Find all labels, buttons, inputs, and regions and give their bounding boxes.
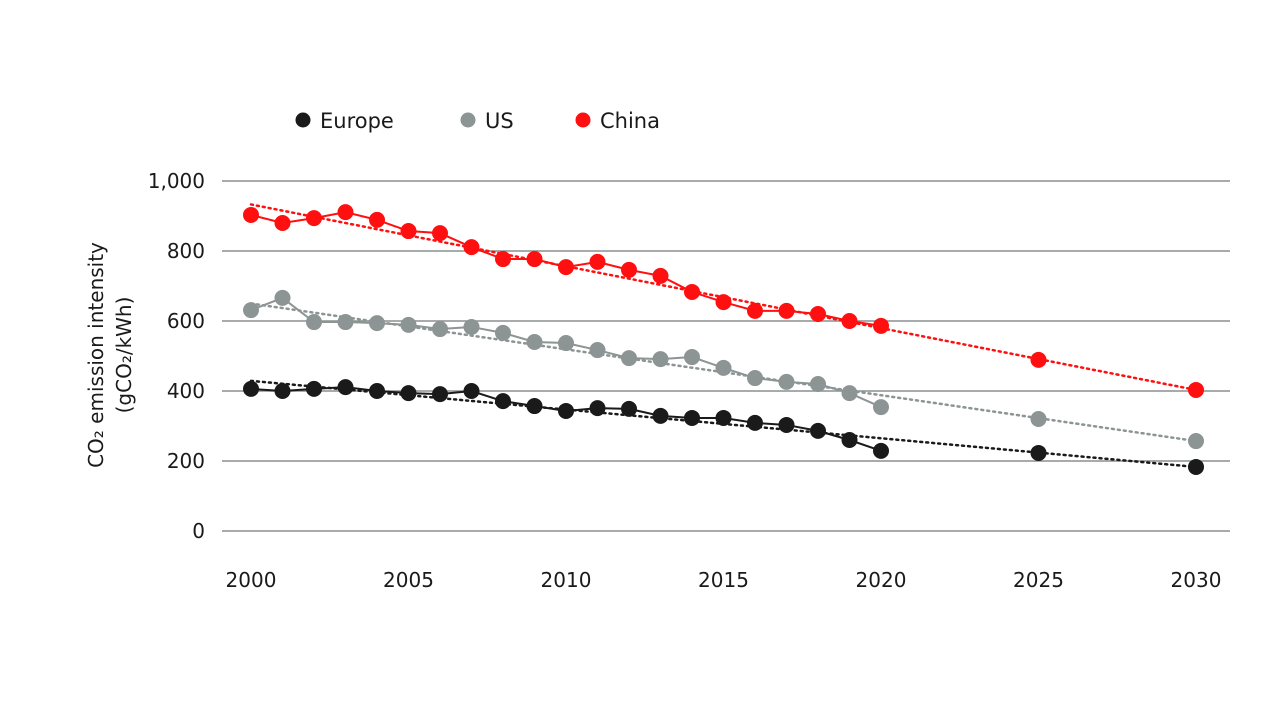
legend-label-china: China [600, 109, 660, 133]
legend: Europe US China [295, 109, 660, 133]
data-point-us-2020 [873, 399, 889, 416]
y-axis-label-line1: CO₂ emission intensity [84, 242, 108, 468]
series-group [243, 203, 1204, 475]
data-point-china-2007 [463, 239, 480, 256]
data-point-china-2003 [337, 204, 354, 221]
data-point-china-2002 [306, 210, 322, 227]
projection-point-us-2030 [1188, 433, 1204, 450]
y-tick-label: 400 [167, 379, 205, 403]
data-point-us-2011 [589, 342, 606, 359]
projection-point-china-2025 [1030, 351, 1047, 368]
data-point-us-2007 [463, 318, 480, 335]
data-point-europe-2011 [589, 400, 606, 417]
data-point-us-2002 [306, 314, 322, 331]
series-us [243, 289, 1204, 450]
x-tick-label: 2010 [541, 568, 592, 592]
data-point-europe-2003 [337, 379, 354, 396]
y-tick-label: 800 [167, 239, 205, 263]
data-point-us-2019 [841, 385, 858, 402]
data-point-china-2020 [873, 317, 889, 334]
data-point-europe-2010 [558, 402, 574, 419]
data-point-china-2001 [274, 215, 291, 231]
data-point-europe-2018 [810, 422, 826, 439]
legend-label-us: US [485, 109, 514, 133]
data-point-us-2016 [747, 370, 763, 387]
data-point-europe-2019 [841, 432, 858, 448]
y-axis-ticks: 0 200 400 600 800 1,000 [148, 169, 205, 543]
data-point-europe-2001 [274, 383, 291, 399]
data-point-china-2019 [841, 313, 858, 329]
y-tick-label: 200 [167, 449, 205, 473]
data-point-europe-2012 [621, 400, 637, 417]
data-point-china-2017 [778, 302, 795, 319]
data-point-us-2009 [526, 334, 543, 350]
legend-marker-europe [295, 112, 311, 128]
data-point-china-2004 [369, 211, 385, 228]
data-point-us-2012 [621, 350, 637, 367]
x-axis-ticks: 2000 2005 2010 2015 2020 2025 2030 [226, 568, 1222, 592]
projection-point-china-2030 [1188, 381, 1204, 398]
legend-label-europe: Europe [320, 109, 394, 133]
data-point-china-2009 [526, 251, 543, 268]
data-point-europe-2008 [495, 393, 511, 410]
data-point-china-2008 [495, 251, 511, 268]
data-point-europe-2013 [652, 407, 669, 424]
data-point-europe-2020 [873, 442, 889, 459]
x-tick-label: 2020 [856, 568, 907, 592]
data-point-us-2006 [432, 321, 448, 338]
data-point-europe-2016 [747, 414, 763, 431]
x-tick-label: 2030 [1171, 568, 1222, 592]
y-tick-label: 0 [192, 519, 205, 543]
data-point-us-2015 [715, 359, 732, 376]
data-point-europe-2006 [432, 386, 448, 403]
data-point-us-2014 [684, 349, 700, 366]
data-point-us-2005 [400, 316, 417, 333]
data-point-china-2013 [652, 267, 669, 284]
data-point-china-2015 [715, 294, 732, 311]
data-point-us-2004 [369, 315, 385, 332]
data-point-europe-2015 [715, 409, 732, 426]
gridlines [222, 180, 1230, 532]
legend-marker-china [575, 112, 591, 128]
data-point-europe-2017 [778, 416, 795, 433]
data-point-us-2010 [558, 335, 574, 352]
data-point-china-2005 [400, 223, 417, 240]
data-point-china-2012 [621, 261, 637, 278]
x-tick-label: 2000 [226, 568, 277, 592]
data-point-us-2018 [810, 376, 826, 392]
data-point-europe-2002 [306, 380, 322, 397]
data-point-china-2010 [558, 259, 574, 276]
y-tick-label: 1,000 [148, 169, 205, 193]
data-point-china-2000 [243, 206, 259, 223]
data-point-us-2001 [274, 289, 291, 306]
series-china [243, 203, 1204, 398]
data-point-china-2014 [684, 283, 700, 300]
projection-point-us-2025 [1030, 411, 1047, 427]
data-point-europe-2007 [463, 383, 480, 399]
x-tick-label: 2025 [1013, 568, 1064, 592]
x-tick-label: 2005 [383, 568, 434, 592]
data-point-china-2016 [747, 302, 763, 319]
data-point-china-2011 [589, 253, 606, 270]
legend-marker-us [460, 112, 476, 128]
data-point-us-2008 [495, 324, 511, 341]
data-point-europe-2014 [684, 409, 700, 426]
data-point-us-2017 [778, 373, 795, 390]
projection-point-europe-2025 [1030, 444, 1047, 461]
x-tick-label: 2015 [698, 568, 749, 592]
data-point-europe-2005 [400, 385, 417, 402]
y-axis-label-line2: (gCO₂/kWh) [112, 297, 136, 414]
data-point-us-2003 [337, 314, 354, 331]
data-point-europe-2004 [369, 383, 385, 399]
series-europe [243, 379, 1204, 475]
y-tick-label: 600 [167, 309, 205, 333]
data-point-europe-2009 [526, 398, 543, 415]
projection-point-europe-2030 [1188, 458, 1204, 475]
data-point-us-2000 [243, 302, 259, 319]
data-point-europe-2000 [243, 380, 259, 397]
data-point-china-2018 [810, 306, 826, 322]
data-point-us-2013 [652, 351, 669, 368]
data-point-china-2006 [432, 225, 448, 242]
